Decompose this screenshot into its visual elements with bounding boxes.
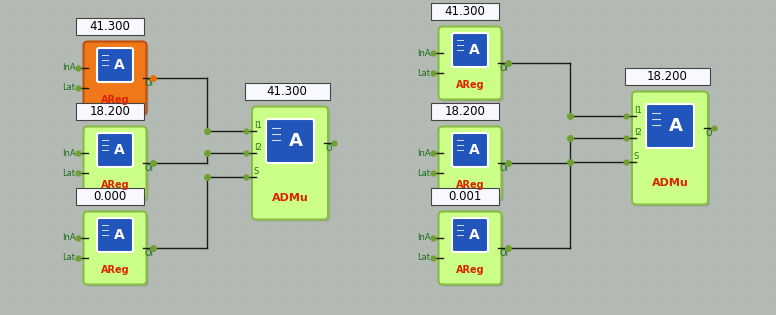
Text: 18.200: 18.200	[89, 105, 130, 118]
Text: I1: I1	[634, 106, 642, 115]
Text: A: A	[289, 132, 303, 150]
Text: I2: I2	[254, 143, 262, 152]
Text: S: S	[634, 152, 639, 161]
Text: O: O	[326, 144, 333, 153]
Text: AReg: AReg	[456, 80, 484, 90]
Text: InA: InA	[417, 49, 431, 58]
Text: AReg: AReg	[456, 180, 484, 190]
Text: ADMu: ADMu	[652, 178, 688, 188]
Text: 18.200: 18.200	[646, 70, 688, 83]
FancyBboxPatch shape	[85, 43, 148, 117]
FancyBboxPatch shape	[438, 26, 501, 100]
FancyBboxPatch shape	[97, 133, 133, 167]
Text: InA: InA	[62, 64, 75, 72]
Text: Oi: Oi	[144, 79, 154, 88]
Text: InA: InA	[62, 148, 75, 158]
Text: Oi: Oi	[500, 64, 508, 73]
Text: InA: InA	[417, 233, 431, 243]
Text: Lat: Lat	[417, 169, 431, 177]
FancyBboxPatch shape	[632, 91, 708, 204]
Text: 41.300: 41.300	[267, 85, 307, 98]
Text: Lat: Lat	[63, 169, 75, 177]
Text: A: A	[469, 143, 480, 157]
Text: S: S	[254, 167, 259, 176]
Text: Oi: Oi	[144, 249, 154, 258]
FancyBboxPatch shape	[441, 28, 504, 101]
FancyBboxPatch shape	[84, 42, 147, 114]
Text: A: A	[113, 228, 124, 242]
Text: A: A	[669, 117, 683, 135]
FancyBboxPatch shape	[452, 33, 488, 67]
FancyBboxPatch shape	[85, 129, 148, 202]
FancyBboxPatch shape	[452, 133, 488, 167]
Text: InA: InA	[417, 148, 431, 158]
Text: A: A	[469, 228, 480, 242]
Text: 0.000: 0.000	[93, 190, 126, 203]
FancyBboxPatch shape	[76, 188, 144, 205]
Text: Oi: Oi	[500, 164, 508, 173]
Text: A: A	[113, 58, 124, 72]
Text: 41.300: 41.300	[89, 20, 130, 33]
FancyBboxPatch shape	[441, 214, 504, 287]
FancyBboxPatch shape	[438, 127, 501, 199]
FancyBboxPatch shape	[252, 106, 328, 220]
Text: A: A	[469, 43, 480, 57]
Text: Lat: Lat	[63, 254, 75, 262]
Text: A: A	[113, 143, 124, 157]
Text: AReg: AReg	[101, 265, 130, 275]
Text: Oi: Oi	[500, 249, 508, 258]
Text: O: O	[706, 129, 712, 138]
FancyBboxPatch shape	[441, 129, 504, 202]
Text: Oi: Oi	[144, 164, 154, 173]
FancyBboxPatch shape	[254, 108, 330, 221]
FancyBboxPatch shape	[84, 127, 147, 199]
Text: Lat: Lat	[417, 254, 431, 262]
Text: 0.001: 0.001	[449, 190, 482, 203]
Text: InA: InA	[62, 233, 75, 243]
Text: 41.300: 41.300	[445, 5, 486, 18]
FancyBboxPatch shape	[431, 103, 499, 120]
Text: I1: I1	[254, 121, 262, 130]
FancyBboxPatch shape	[97, 218, 133, 252]
FancyBboxPatch shape	[84, 211, 147, 284]
FancyBboxPatch shape	[431, 188, 499, 205]
FancyBboxPatch shape	[625, 68, 709, 85]
Text: AReg: AReg	[456, 265, 484, 275]
FancyBboxPatch shape	[438, 211, 501, 284]
Text: AReg: AReg	[101, 180, 130, 190]
Text: Lat: Lat	[417, 68, 431, 77]
FancyBboxPatch shape	[76, 103, 144, 120]
FancyBboxPatch shape	[85, 214, 148, 287]
Text: 18.200: 18.200	[445, 105, 486, 118]
FancyBboxPatch shape	[266, 119, 314, 163]
Text: I2: I2	[634, 128, 642, 137]
FancyBboxPatch shape	[244, 83, 330, 100]
Text: AReg: AReg	[101, 95, 130, 105]
FancyBboxPatch shape	[76, 18, 144, 35]
FancyBboxPatch shape	[646, 104, 694, 148]
FancyBboxPatch shape	[634, 94, 710, 207]
Text: ADMu: ADMu	[272, 193, 308, 203]
FancyBboxPatch shape	[97, 48, 133, 82]
Text: Lat: Lat	[63, 83, 75, 93]
FancyBboxPatch shape	[452, 218, 488, 252]
FancyBboxPatch shape	[431, 3, 499, 20]
